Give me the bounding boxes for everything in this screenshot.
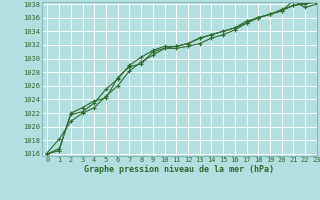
- X-axis label: Graphe pression niveau de la mer (hPa): Graphe pression niveau de la mer (hPa): [84, 165, 274, 174]
